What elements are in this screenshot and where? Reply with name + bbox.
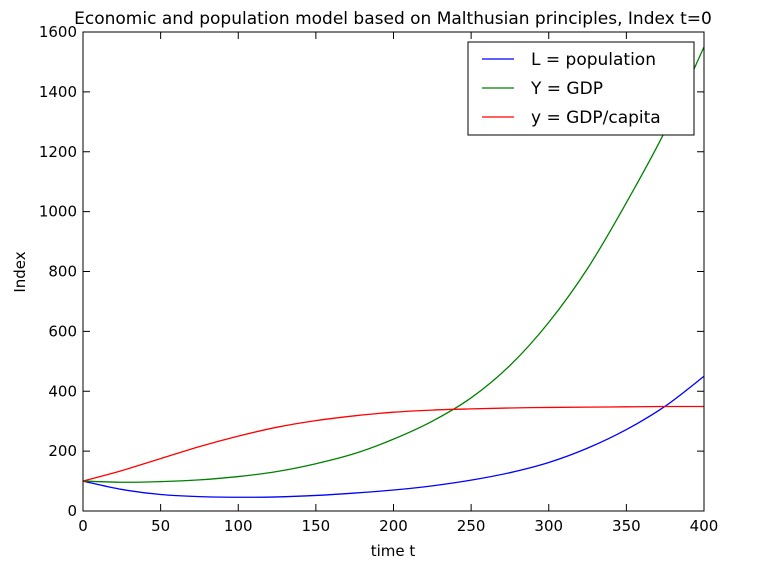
y-tick-label: 800	[48, 263, 77, 281]
legend: L = population Y = GDP y = GDP/capita	[467, 41, 695, 136]
x-tick-label: 250	[457, 517, 486, 535]
y-tick-label: 1000	[39, 203, 77, 221]
y-tick-label: 200	[48, 442, 77, 460]
plot-lines	[82, 46, 705, 498]
x-tick-label: 100	[224, 517, 253, 535]
y-tick-label: 1200	[39, 143, 77, 161]
x-tick-label: 50	[151, 517, 170, 535]
x-tick-label: 200	[379, 517, 408, 535]
x-tick-label: 400	[690, 517, 719, 535]
axis-ticks: 0 50 100 150 200 250 300 350 400 0 200 400 600 800 100…	[39, 23, 719, 535]
chart-title: Economic and population model based on M…	[74, 9, 712, 29]
x-tick-label: 350	[612, 517, 641, 535]
y-tick-label: 600	[48, 322, 77, 340]
legend-label-2: y = GDP/capita	[531, 108, 661, 128]
x-tick-label: 0	[78, 517, 88, 535]
y-tick-label: 400	[48, 382, 77, 400]
x-axis-label: time t	[371, 542, 416, 560]
legend-label-0: L = population	[531, 50, 656, 70]
y-axis-label: Index	[11, 251, 29, 292]
series-line-0	[82, 375, 705, 498]
y-tick-label: 1400	[39, 83, 77, 101]
x-tick-label: 150	[302, 517, 331, 535]
x-tick-label: 300	[534, 517, 563, 535]
series-line-1	[82, 46, 705, 483]
legend-label-1: Y = GDP	[530, 79, 603, 99]
series-line-2	[82, 405, 705, 482]
y-tick-label: 0	[67, 502, 77, 520]
y-tick-label: 1600	[39, 23, 77, 41]
